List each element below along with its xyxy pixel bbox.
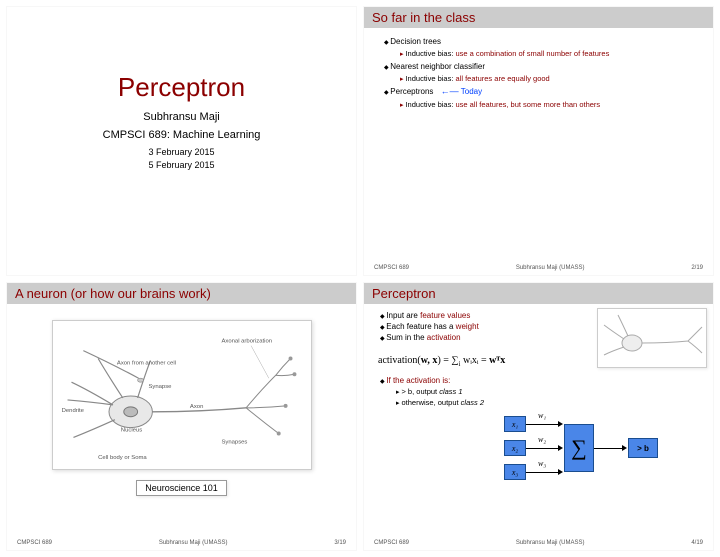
footer-left: CMPSCI 689 <box>374 540 409 546</box>
slide-perceptron: Perceptron Input are feature values Each… <box>363 282 714 552</box>
sub-class1: > b, output class 1 <box>374 387 703 398</box>
sub-dt-bias: Inductive bias: use a combination of sma… <box>378 48 699 61</box>
w1-line <box>526 424 558 425</box>
footer-left: CMPSCI 689 <box>17 540 52 546</box>
label-axon-other: Axon from another cell <box>116 360 175 366</box>
label-axon: Axon <box>189 403 202 409</box>
mini-neuron-thumb <box>597 308 707 368</box>
course-code: CMPSCI 689: Machine Learning <box>103 129 261 141</box>
slide-content: Input are feature values Each feature ha… <box>364 304 713 497</box>
label-synapse: Synapse <box>148 384 172 390</box>
date-2: 5 February 2015 <box>148 160 214 170</box>
w1-label: w₁ <box>538 410 546 421</box>
slide-so-far: So far in the class Decision trees Induc… <box>363 6 714 276</box>
presentation-title: Perceptron <box>118 72 245 103</box>
neuron-diagram: Axonal arborization Axon from another ce… <box>52 320 312 470</box>
neuron-svg: Axonal arborization Axon from another ce… <box>53 321 311 469</box>
bullet-perceptrons-row: Perceptrons ←— Today <box>378 85 699 99</box>
label-synapses: Synapses <box>221 439 247 445</box>
w2-label: w₂ <box>538 434 546 445</box>
slide-content: Decision trees Inductive bias: use a com… <box>364 28 713 119</box>
label-dendrite: Dendrite <box>61 407 84 413</box>
footer-left: CMPSCI 689 <box>374 265 409 271</box>
today-label: Today <box>461 87 482 96</box>
footer-center: Subhransu Maji (UMASS) <box>516 540 585 546</box>
x2-box: x₂ <box>504 440 526 456</box>
w3-line <box>526 472 558 473</box>
footer-right: 2/19 <box>691 265 703 271</box>
slide-footer: CMPSCI 689 Subhransu Maji (UMASS) 3/19 <box>7 540 356 546</box>
sub-perc-bias: Inductive bias: use all features, but so… <box>378 99 699 112</box>
x1-box: x₁ <box>504 416 526 432</box>
label-nucleus: Nucleus <box>120 427 141 433</box>
slide-neuron: A neuron (or how our brains work) <box>6 282 357 552</box>
footer-center: Subhransu Maji (UMASS) <box>159 540 228 546</box>
bullet-if-activation: If the activation is: <box>374 375 703 386</box>
output-box: > b <box>628 438 658 458</box>
slide-footer: CMPSCI 689 Subhransu Maji (UMASS) 4/19 <box>364 540 713 546</box>
w3-label: w₃ <box>538 458 546 469</box>
bullet-nn: Nearest neighbor classifier <box>378 61 699 73</box>
perceptron-diagram: x₁ x₂ x₃ w₁ w₂ w₃ ∑ > b <box>444 412 703 490</box>
slide-footer: CMPSCI 689 Subhransu Maji (UMASS) 2/19 <box>364 265 713 271</box>
today-arrow: ←— <box>436 86 459 96</box>
label-arbor: Axonal arborization <box>221 338 272 344</box>
bullet-decision-trees: Decision trees <box>378 36 699 48</box>
sub-class2: otherwise, output class 2 <box>374 398 703 409</box>
label-soma: Cell body or Soma <box>98 455 147 461</box>
footer-right: 4/19 <box>691 540 703 546</box>
author-name: Subhransu Maji <box>143 111 219 123</box>
footer-right: 3/19 <box>334 540 346 546</box>
slide-title-bar: So far in the class <box>364 7 713 28</box>
slide-title: Perceptron Subhransu Maji CMPSCI 689: Ma… <box>6 6 357 276</box>
out-line <box>594 448 622 449</box>
x3-box: x₃ <box>504 464 526 480</box>
slide-title-bar: A neuron (or how our brains work) <box>7 283 356 304</box>
neuroscience-badge: Neuroscience 101 <box>136 480 227 496</box>
sum-box: ∑ <box>564 424 594 472</box>
slide-content: Axonal arborization Axon from another ce… <box>7 304 356 504</box>
sub-nn-bias: Inductive bias: all features are equally… <box>378 73 699 86</box>
slide-title-bar: Perceptron <box>364 283 713 304</box>
footer-center: Subhransu Maji (UMASS) <box>516 265 585 271</box>
bullet-perceptrons: Perceptrons <box>378 87 433 96</box>
w2-line <box>526 448 558 449</box>
date-1: 3 February 2015 <box>148 147 214 157</box>
